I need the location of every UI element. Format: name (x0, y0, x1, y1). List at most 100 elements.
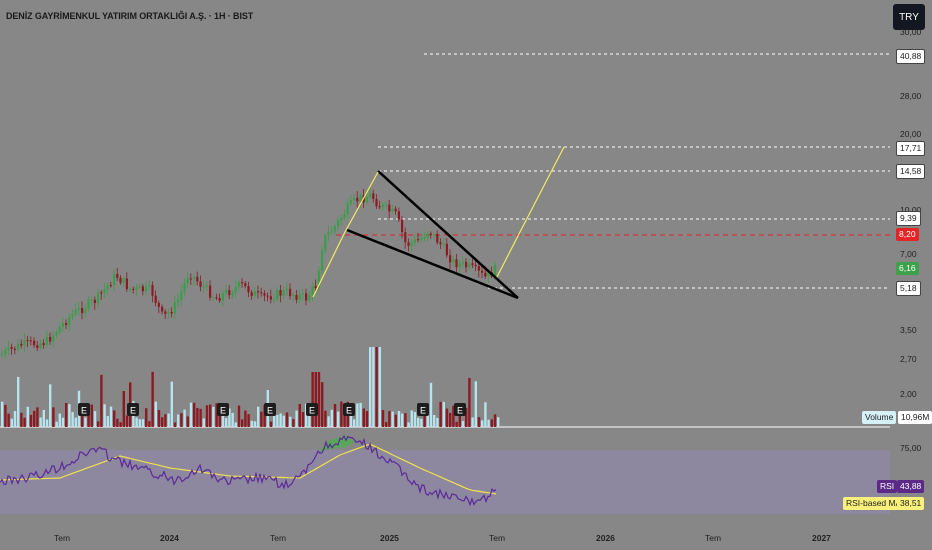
x-axis-label: 2025 (380, 533, 399, 543)
volume-bar (7, 413, 10, 427)
candle-body (266, 295, 269, 297)
volume-bar (23, 417, 26, 427)
volume-bar (157, 410, 161, 427)
page-title: DENİZ GAYRİMENKUL YATIRIM ORTAKLIĞI A.Ş.… (6, 11, 254, 21)
volume-bar (375, 347, 378, 427)
volume-bar (369, 347, 372, 427)
candle-body (279, 289, 282, 296)
volume-bar (273, 407, 276, 427)
volume-bar (180, 413, 183, 427)
candle-body (426, 233, 429, 238)
earnings-marker (264, 403, 276, 416)
volume-bar (365, 411, 369, 427)
volume-bar (167, 413, 170, 427)
earnings-marker (306, 403, 318, 416)
volume-bar (250, 420, 253, 427)
rsi-ma-value: 38,51 (897, 497, 925, 510)
earnings-marker (454, 403, 466, 416)
candle-body (269, 296, 272, 300)
rsi-axis-label: 75,00 (900, 443, 922, 453)
candle-body (314, 286, 317, 289)
wedge-lower-line (346, 228, 519, 300)
candle-body (39, 343, 42, 348)
candle-body (218, 298, 221, 301)
earnings-marker-label: E (81, 406, 87, 416)
currency-button[interactable]: TRY (893, 4, 925, 30)
volume-bar (68, 404, 71, 427)
candle-body (199, 281, 202, 287)
volume-bar (285, 412, 289, 427)
candle-body (205, 285, 208, 287)
candle-body (100, 292, 103, 294)
rsi-ma-line (0, 444, 497, 495)
volume-bar (10, 418, 13, 427)
volume-bar (321, 382, 324, 427)
candle-body (189, 278, 192, 280)
volume-bar (317, 372, 321, 427)
x-axis-label: Tem (705, 533, 722, 543)
volume-bar (381, 410, 385, 427)
wedge-upper-line (377, 170, 519, 299)
volume-bar (490, 419, 493, 427)
candle-body (141, 286, 144, 292)
volume-bar (135, 417, 138, 427)
candle-body (61, 322, 64, 327)
volume-bar (301, 412, 305, 427)
price-axis-label: 28,00 (900, 91, 922, 101)
candle-body (260, 292, 263, 294)
volume-bar (333, 403, 337, 427)
volume-bar (289, 416, 292, 427)
volume-bar (39, 417, 42, 427)
volume-bar (308, 413, 311, 427)
candle-body (417, 239, 420, 241)
candle-body (433, 234, 436, 236)
volume-bar (90, 404, 93, 427)
candle-body (84, 308, 87, 314)
volume-bar (257, 406, 260, 427)
volume-bar (385, 422, 388, 427)
candle-body (196, 276, 199, 282)
candle-body (420, 237, 423, 240)
volume-bar (391, 411, 394, 427)
volume-bar (388, 411, 391, 427)
candle-body (333, 226, 336, 232)
volume-bar (177, 414, 180, 427)
volume-bar (330, 409, 333, 427)
volume-bar (225, 418, 228, 427)
candle-body (209, 285, 212, 298)
candle-body (436, 234, 439, 243)
volume-bar (353, 419, 356, 427)
volume-bar (260, 411, 263, 427)
volume-bar (458, 407, 461, 427)
candle-body (7, 347, 10, 351)
volume-bar (61, 417, 65, 427)
candle-body (471, 263, 474, 265)
volume-bar (269, 421, 273, 427)
candle-body (330, 231, 333, 233)
volume-bar (378, 347, 381, 427)
volume-bar (282, 415, 285, 427)
volume-bar (311, 372, 314, 427)
candle-body (452, 259, 455, 263)
volume-bar (154, 401, 157, 427)
x-axis-label: Tem (54, 533, 71, 543)
volume-bar (103, 404, 106, 427)
volume-bar (442, 401, 445, 427)
rsi-line (0, 434, 497, 507)
candle-body (113, 274, 116, 286)
candle-body (132, 288, 135, 290)
volume-bar (125, 415, 129, 427)
volume-bar (327, 416, 330, 427)
earnings-marker (417, 403, 429, 416)
candle-body (167, 311, 170, 314)
volume-bar (151, 371, 154, 427)
candle-body (465, 261, 468, 268)
candle-body (423, 237, 426, 239)
candle-body (135, 287, 138, 290)
volume-bar (212, 406, 215, 427)
candle-body (378, 206, 381, 208)
volume-bar (314, 372, 317, 427)
volume-bar (426, 413, 429, 427)
candle-body (253, 291, 256, 296)
